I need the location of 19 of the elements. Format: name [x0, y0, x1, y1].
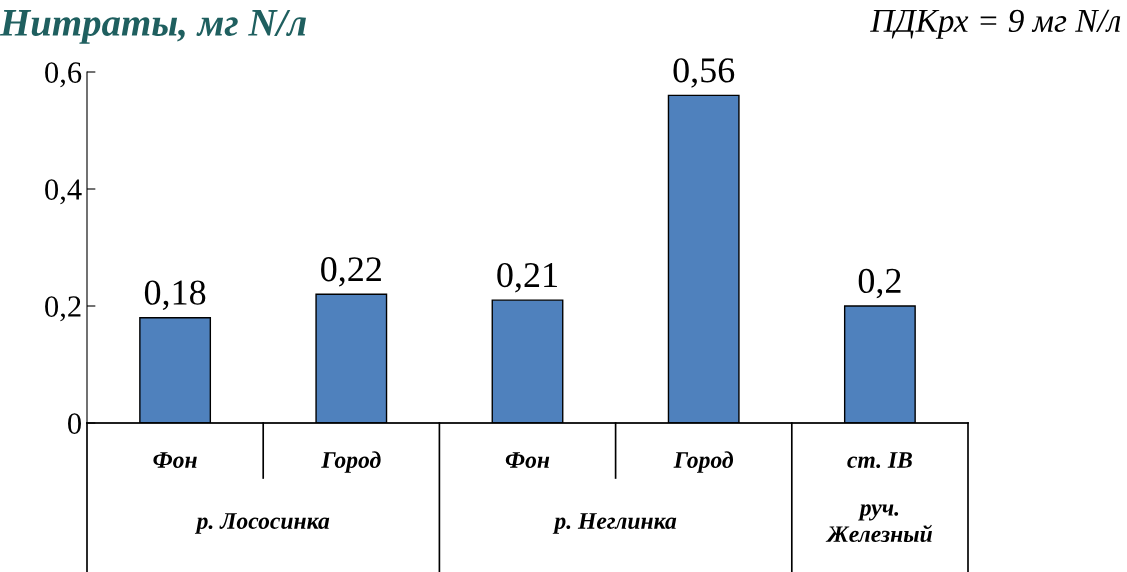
- data-label: 0,21: [497, 262, 557, 293]
- chart-title: Нитраты, мг N/л: [0, 9, 306, 44]
- x-tick-label: ст. IB: [847, 452, 912, 469]
- text: р. Неглинка: [552, 513, 677, 534]
- x-tick-label: Город: [673, 451, 734, 473]
- y-tick-label: 0,4: [45, 179, 82, 205]
- y-tick-label: 0,6: [45, 62, 82, 88]
- y-tick-label: 0,2: [45, 296, 81, 322]
- data-label: 0,18: [144, 280, 206, 311]
- text: ПДКрх = 9 мг N/л: [870, 9, 1121, 39]
- x-tick-label: Фон: [153, 452, 197, 468]
- data-label: 0,22: [321, 257, 381, 287]
- x-tick-label: Город: [321, 451, 381, 473]
- data-label: 0,2: [858, 268, 901, 299]
- x-tick-label: Фон: [505, 452, 550, 468]
- text: руч. Железный: [825, 504, 932, 543]
- data-label: 0,56: [673, 58, 735, 88]
- y-tick-label: 0: [68, 413, 81, 434]
- text: р. Лососинка: [194, 513, 330, 534]
